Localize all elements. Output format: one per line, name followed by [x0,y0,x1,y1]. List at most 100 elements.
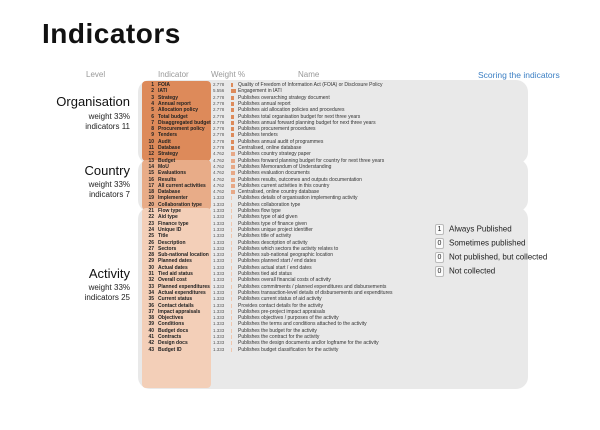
indicator-weight: 4.762 [213,151,225,157]
weight-bar [231,101,234,106]
indicator-number: 13 [148,157,154,164]
weight-bar [231,240,233,245]
indicator-description: Publishes flow type [238,208,281,214]
indicator-weight: 4.762 [213,182,225,188]
indicator-description: Publishes actual start / end dates [238,264,312,271]
table-row: 14 MoU 4.762 Publishes Memorandum of Unders… [142,164,522,170]
indicator-name: Current status [158,296,193,303]
indicator-weight: 4.762 [213,163,225,169]
scoring-indicators-link[interactable]: Scoring the indicators [478,70,560,80]
weight-bar [231,290,233,295]
weight-bar [231,164,236,169]
indicator-number: 29 [148,258,154,265]
weight-bar [231,322,233,327]
organisation-weight: weight 33% [88,112,130,121]
weight-bar [231,83,233,87]
table-row: 10 Audit 2.778 Publishes annual audit of pr… [142,139,522,145]
weight-bar [231,246,233,251]
table-row: 28 Sub-national location 1.333 Publishes su… [142,252,522,258]
indicator-weight: 2.778 [213,100,225,106]
weight-bar [231,120,234,125]
indicator-number: 4 [151,100,154,107]
weight-bar [231,158,236,163]
column-header-indicator: Indicator [158,70,189,79]
organisation-indicator-block [142,81,211,161]
indicator-name: Database [158,145,181,151]
indicator-description: Publishes tenders [238,132,278,139]
indicator-name: Annual report [158,100,191,107]
weight-bar [231,328,233,333]
indicator-description: Publishes current activities in this cou… [238,182,330,189]
indicator-description: Publishes results, outcomes and outputs … [238,176,362,183]
indicator-weight: 2.778 [213,126,225,132]
indicator-weight: 1.333 [213,302,225,308]
indicator-weight: 1.333 [213,258,225,264]
indicator-description: Centralised, online database [238,145,302,151]
indicator-name: Budget docs [158,327,189,334]
legend-sometimes-published: 0 Sometimes published [435,238,525,249]
indicator-description: Publishes forward planning budget for co… [238,157,385,164]
indicator-name: MoU [158,163,169,170]
indicator-number: 10 [148,138,154,145]
table-row: 17 All current activities 4.762 Publishes c… [142,183,522,189]
organisation-indicator-count: indicators 11 [85,122,130,131]
indicator-weight: 1.333 [213,214,225,220]
indicator-description: Publishes description of activity [238,239,308,246]
weight-bar [231,171,236,176]
legend-count: 0 [435,238,444,249]
table-row: 39 Conditions 1.333 Publishes the terms and… [142,321,522,327]
table-row: 8 Procurement policy 2.778 Publishes procur… [142,126,522,132]
indicator-weight: 1.333 [213,245,225,251]
indicator-name: Actual dates [158,264,188,271]
indicator-name: Budget ID [158,346,182,353]
indicator-description: Publishes sub-national geographic locati… [238,252,334,259]
activity-indicator-count: indicators 25 [84,293,130,302]
indicator-weight: 1.333 [213,296,225,302]
country-indicator-block [142,160,211,210]
table-row: 29 Planned dates 1.333 Publishes planned st… [142,258,522,264]
country-indicator-count: indicators 7 [89,190,130,199]
indicator-name: Flow type [158,208,182,214]
indicator-number: 31 [148,271,154,277]
indicator-description: Centralised, online country database [238,189,320,196]
indicator-description: Publishes the design documents and/or lo… [238,340,379,347]
indicator-name: Conditions [158,321,185,328]
indicator-weight: 2.778 [213,113,225,119]
indicator-description: Publishes annual forward planning budget… [238,119,376,126]
weight-bar [231,146,234,150]
indicator-weight: 4.762 [213,189,225,195]
legend-count: 1 [435,224,444,235]
indicator-description: Publishes evaluation documents [238,170,310,177]
indicator-description: Publishes details of organisation implem… [238,195,358,202]
indicator-number: 26 [148,239,154,246]
indicator-name: Finance type [158,220,189,227]
indicator-name: Allocation policy [158,107,199,114]
legend-count: 0 [435,252,444,263]
indicator-description: Publishes overarching strategy document [238,94,330,101]
weight-bar [231,284,233,289]
table-row: 42 Design docs 1.333 Publishes the design d… [142,340,522,346]
indicator-number: 8 [151,126,154,133]
indicator-description: Publishes overall financial costs of act… [238,277,331,284]
indicator-name: Procurement policy [158,126,205,133]
indicator-weight: 1.333 [213,195,225,201]
weight-bar [231,108,234,113]
level-organisation: Organisation [56,94,130,109]
indicator-number: 1 [151,82,154,88]
indicator-description: Publishes which sectors the activity rel… [238,245,339,252]
weight-bar [231,127,234,132]
table-row: 16 Results 4.762 Publishes results, outcome… [142,177,522,183]
weight-bar [231,152,236,157]
column-header-name: Name [298,70,320,79]
weight-bar [231,95,234,100]
indicator-weight: 2.778 [213,82,225,87]
table-row: 3 Strategy 2.778 Publishes overarching stra… [142,95,522,101]
indicator-number: 38 [148,315,154,322]
table-row: 15 Evaluations 4.762 Publishes evaluation d… [142,170,522,176]
indicator-description: Publishes procurement procedures [238,126,316,133]
indicator-name: Impact appraisals [158,308,201,315]
indicator-number: 33 [148,283,154,290]
indicator-description: Publishes collaboration type [238,201,301,208]
indicator-description: Publishes commitments / planned expendit… [238,283,387,290]
weight-bar [231,309,233,314]
